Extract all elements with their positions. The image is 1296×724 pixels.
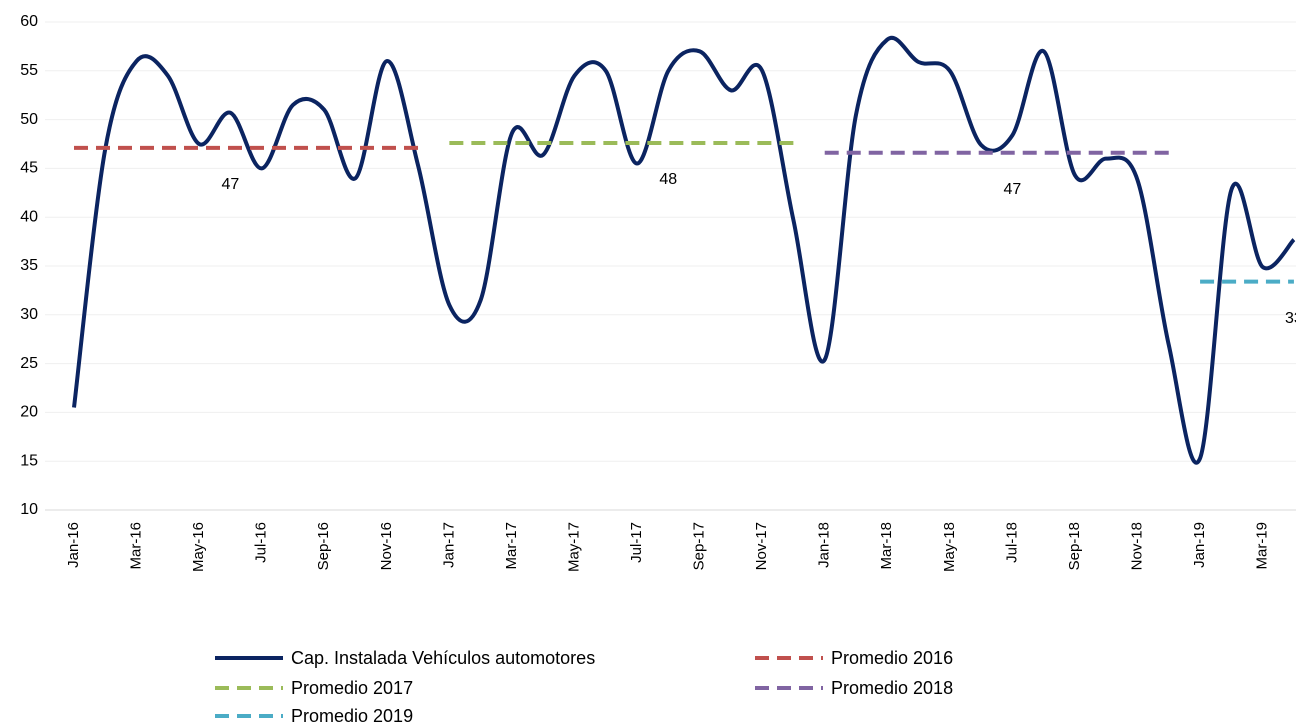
x-tick-label: May-18	[941, 522, 958, 572]
y-tick-label: 50	[20, 111, 38, 128]
x-tick-label: May-16	[190, 522, 207, 572]
data-label: 33	[1285, 310, 1296, 327]
y-tick-label: 45	[20, 160, 38, 177]
legend-label: Promedio 2018	[831, 678, 953, 698]
x-tick-label: Mar-19	[1254, 522, 1271, 570]
y-tick-label: 40	[20, 208, 38, 225]
x-tick-label: Jul-17	[628, 522, 645, 563]
y-tick-label: 25	[20, 355, 38, 372]
y-tick-label: 20	[20, 404, 38, 421]
data-label: 47	[1004, 181, 1022, 198]
x-tick-label: Mar-18	[878, 522, 895, 570]
x-tick-label: Jul-18	[1003, 522, 1020, 563]
x-tick-label: Nov-18	[1128, 522, 1145, 570]
data-label: 48	[659, 171, 677, 188]
x-tick-label: May-17	[565, 522, 582, 572]
legend-label: Promedio 2016	[831, 648, 953, 668]
y-tick-label: 55	[20, 62, 38, 79]
legend-label: Cap. Instalada Vehículos automotores	[291, 648, 595, 668]
x-tick-label: Mar-17	[503, 522, 520, 570]
x-tick-label: Jan-19	[1191, 522, 1208, 568]
data-line	[72, 35, 1296, 465]
y-tick-label: 15	[20, 452, 38, 469]
x-tick-label: Jan-17	[440, 522, 457, 568]
x-tick-label: Jan-16	[65, 522, 82, 568]
x-tick-label: Nov-17	[753, 522, 770, 570]
y-tick-label: 30	[20, 306, 38, 323]
x-tick-label: Mar-16	[128, 522, 145, 570]
y-tick-label: 35	[20, 257, 38, 274]
legend-label: Promedio 2019	[291, 706, 413, 724]
x-tick-label: Sep-18	[1066, 522, 1083, 570]
x-tick-label: Jul-16	[253, 522, 270, 563]
legend-label: Promedio 2017	[291, 678, 413, 698]
x-tick-label: Sep-16	[315, 522, 332, 570]
x-tick-label: Jan-18	[816, 522, 833, 568]
y-tick-label: 60	[20, 13, 38, 30]
data-label: 47	[222, 176, 240, 193]
x-tick-label: Nov-16	[378, 522, 395, 570]
x-tick-label: Sep-17	[691, 522, 708, 570]
y-tick-label: 10	[20, 501, 38, 518]
